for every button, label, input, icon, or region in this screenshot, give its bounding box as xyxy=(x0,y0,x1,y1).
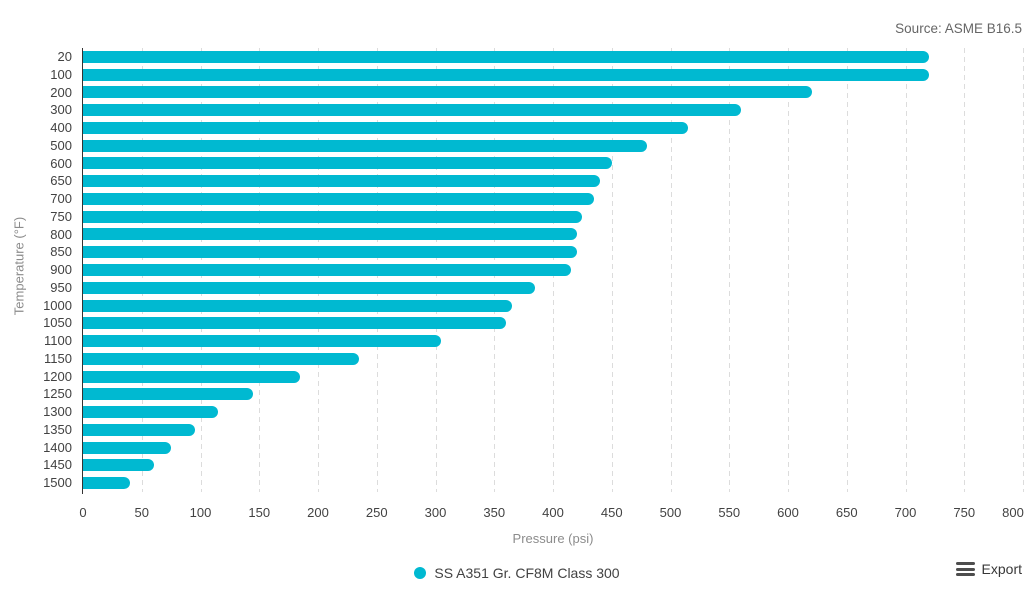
x-tick-label: 550 xyxy=(718,505,741,520)
bar-1400[interactable] xyxy=(83,441,172,454)
y-tick-label: 1350 xyxy=(43,421,72,437)
y-tick-label: 500 xyxy=(50,137,72,153)
x-tick-label: 600 xyxy=(777,505,799,520)
x-tick-label: 250 xyxy=(365,505,388,520)
bar-1100[interactable] xyxy=(83,335,442,348)
plot-area xyxy=(83,48,1024,492)
bar-900[interactable] xyxy=(83,264,571,276)
y-axis-title: Temperature (°F) xyxy=(11,216,27,316)
y-tick-label: 400 xyxy=(50,120,72,136)
gridline xyxy=(670,48,672,492)
bar-1200[interactable] xyxy=(83,370,301,383)
x-tick-label: 100 xyxy=(189,505,212,520)
x-tick-label: 0 xyxy=(79,505,87,520)
gridline xyxy=(964,48,966,492)
bar-800[interactable] xyxy=(83,228,577,241)
gridline xyxy=(611,48,613,492)
gridline xyxy=(905,48,907,492)
bar-20[interactable] xyxy=(83,50,929,63)
bar-950[interactable] xyxy=(83,281,536,294)
bar-700[interactable] xyxy=(83,192,595,205)
y-tick-label: 1150 xyxy=(44,350,72,366)
bar-300[interactable] xyxy=(83,104,741,117)
gridline xyxy=(1023,48,1024,492)
bar-1350[interactable] xyxy=(83,423,195,436)
y-tick-label: 1200 xyxy=(43,368,72,384)
y-tick-label: 1250 xyxy=(43,386,72,402)
export-button-label: Export xyxy=(981,561,1022,577)
y-axis-labels: 20 100 200 300 400 500 600 650 700 750 800 850 900 95… xyxy=(0,48,72,492)
y-tick-label: 850 xyxy=(50,244,72,260)
x-tick-label: 500 xyxy=(659,505,682,520)
x-tick-label: 450 xyxy=(600,505,623,520)
y-tick-label: 1300 xyxy=(43,404,72,420)
bar-1050[interactable] xyxy=(83,317,506,330)
bar-650[interactable] xyxy=(83,175,600,188)
x-tick-label: 200 xyxy=(307,505,329,520)
y-tick-label: 20 xyxy=(57,49,72,64)
y-tick-label: 650 xyxy=(50,173,72,189)
export-button[interactable]: Export xyxy=(955,561,1022,577)
y-tick-label: 700 xyxy=(50,191,72,207)
bar-500[interactable] xyxy=(83,139,647,152)
y-tick-label: 300 xyxy=(50,102,72,118)
bar-1250[interactable] xyxy=(83,388,254,401)
bar-850[interactable] xyxy=(83,246,577,259)
x-tick-label: 50 xyxy=(134,505,149,520)
bar-600[interactable] xyxy=(83,157,612,170)
bar-1450[interactable] xyxy=(83,459,154,472)
y-tick-label: 800 xyxy=(50,226,72,242)
bar-1500[interactable] xyxy=(83,477,130,490)
y-tick-label: 100 xyxy=(50,66,72,82)
x-tick-label: 150 xyxy=(248,505,271,520)
gridline xyxy=(788,48,789,492)
bar-1150[interactable] xyxy=(83,352,360,365)
x-tick-label: 700 xyxy=(894,505,917,520)
bar-200[interactable] xyxy=(83,86,812,99)
x-axis-title: Pressure (psi) xyxy=(512,531,594,546)
gridline xyxy=(729,48,731,492)
x-tick-label: 400 xyxy=(542,505,564,520)
x-tick-label: 300 xyxy=(424,505,447,520)
bar-1000[interactable] xyxy=(83,299,512,312)
bar-100[interactable] xyxy=(83,68,929,81)
y-tick-label: 750 xyxy=(50,208,72,224)
x-tick-label: 800 xyxy=(1002,505,1024,520)
y-tick-label: 1500 xyxy=(43,475,72,491)
bar-750[interactable] xyxy=(83,210,583,223)
y-tick-label: 1400 xyxy=(43,439,72,455)
source-note: Source: ASME B16.5 xyxy=(895,21,1022,36)
legend-series-marker-icon xyxy=(414,567,427,579)
bar-400[interactable] xyxy=(83,121,689,134)
legend-item[interactable]: SS A351 Gr. CF8M Class 300 xyxy=(0,565,1034,581)
y-tick-label: 1100 xyxy=(44,333,72,349)
x-tick-label: 650 xyxy=(835,505,858,520)
y-tick-label: 1000 xyxy=(43,297,72,313)
x-tick-label: 750 xyxy=(953,505,976,520)
bar-1300[interactable] xyxy=(83,406,219,419)
y-tick-label: 600 xyxy=(50,155,72,171)
gridline xyxy=(846,48,848,492)
y-tick-label: 900 xyxy=(50,262,72,278)
y-tick-label: 1450 xyxy=(43,457,72,473)
y-axis-line xyxy=(82,48,83,494)
y-tick-label: 950 xyxy=(50,279,72,295)
y-tick-label: 1050 xyxy=(43,315,72,331)
hamburger-menu-icon xyxy=(955,562,975,576)
x-tick-label: 350 xyxy=(483,505,506,520)
legend-series-label: SS A351 Gr. CF8M Class 300 xyxy=(434,565,620,581)
y-tick-label: 200 xyxy=(50,84,72,100)
x-axis-labels: 0 50 100 150 200 250 300 350 400 450 500 550 600 650 7… xyxy=(79,505,1024,521)
